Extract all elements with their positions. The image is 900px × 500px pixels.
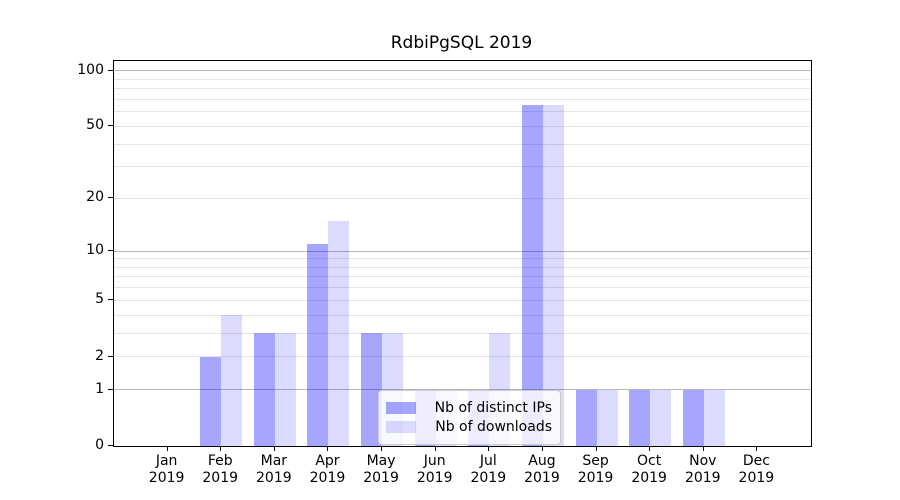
gridline-y-60 <box>114 111 811 113</box>
bar-downloads-oct <box>650 389 672 446</box>
x-axis-tick <box>488 446 490 451</box>
y-axis-tick <box>108 250 113 252</box>
y-axis-tick <box>108 69 113 71</box>
x-axis-tick-label-nov: Nov 2019 <box>684 453 721 486</box>
legend-entry-distinct-ips: Nb of distinct IPs <box>386 399 552 416</box>
gridline-y-5 <box>114 299 811 301</box>
bar-distinct-ips-oct <box>629 389 651 446</box>
gridline-y-70 <box>114 98 811 100</box>
y-axis-tick <box>108 388 113 390</box>
gridline-y-9 <box>114 258 811 260</box>
x-axis-tick-label-apr: Apr 2019 <box>309 453 346 486</box>
bar-downloads-feb <box>221 315 243 446</box>
bar-distinct-ips-mar <box>253 333 275 446</box>
gridline-y-7 <box>114 276 811 278</box>
y-axis-tick <box>108 355 113 357</box>
x-axis-tick-label-jul: Jul 2019 <box>470 453 507 486</box>
y-axis-tick-label: 0 <box>95 437 104 453</box>
x-axis-tick-label-aug: Aug 2019 <box>524 453 560 486</box>
bar-downloads-aug <box>542 105 564 446</box>
gridline-y-50 <box>114 125 811 127</box>
y-axis-tick <box>108 445 113 446</box>
bar-distinct-ips-aug <box>521 105 543 446</box>
x-axis-tick <box>434 446 436 451</box>
x-axis-tick-label-jun: Jun 2019 <box>416 453 453 486</box>
gridline-y-80 <box>114 88 811 90</box>
y-axis-tick-label: 20 <box>86 189 104 206</box>
x-axis-tick-label-may: May 2019 <box>363 453 399 486</box>
y-axis-tick <box>108 125 113 127</box>
x-axis-tick <box>327 446 329 451</box>
bar-distinct-ips-may <box>361 333 383 446</box>
x-axis-tick-label-sep: Sep 2019 <box>577 453 614 486</box>
y-axis-tick-label: 5 <box>95 291 104 308</box>
y-axis-tick-label: 50 <box>86 117 104 134</box>
y-axis-tick-label: 10 <box>86 242 104 259</box>
bar-downloads-mar <box>274 333 296 446</box>
legend-swatch-downloads-icon <box>386 420 416 433</box>
legend: Nb of distinct IPs Nb of downloads <box>378 390 561 445</box>
x-axis-tick-label-oct: Oct 2019 <box>631 453 667 486</box>
legend-label-downloads: Nb of downloads <box>435 418 552 435</box>
x-axis-tick <box>220 446 222 451</box>
y-axis-tick <box>108 197 113 199</box>
legend-entry-downloads: Nb of downloads <box>386 418 552 435</box>
y-axis-tick-label: 1 <box>95 380 104 397</box>
y-axis-tick-label: 2 <box>95 347 104 364</box>
bar-downloads-sep <box>596 389 618 446</box>
x-axis-tick <box>702 446 704 451</box>
plot-area <box>113 60 812 447</box>
bar-distinct-ips-nov <box>682 389 704 446</box>
x-axis-tick <box>381 446 383 451</box>
x-axis-tick <box>273 446 275 451</box>
gridline-y-4 <box>114 314 811 316</box>
legend-label-distinct-ips: Nb of distinct IPs <box>434 399 552 416</box>
x-axis-tick <box>756 446 758 451</box>
gridline-y-2 <box>114 356 811 358</box>
gridline-y-3 <box>114 332 811 334</box>
x-axis-tick-label-mar: Mar 2019 <box>256 453 292 486</box>
bar-distinct-ips-apr <box>307 243 329 446</box>
bar-distinct-ips-sep <box>575 389 597 446</box>
gridline-y-30 <box>114 166 811 168</box>
bar-downloads-apr <box>328 220 350 446</box>
gridline-y-8 <box>114 266 811 268</box>
x-axis-tick <box>166 446 168 451</box>
gridline-y-10 <box>114 250 811 252</box>
x-axis-tick-label-feb: Feb 2019 <box>202 453 239 486</box>
gridline-y-100 <box>114 70 811 72</box>
y-axis-tick-label: 100 <box>77 61 104 78</box>
x-axis-tick <box>595 446 597 451</box>
y-axis-tick <box>108 299 113 301</box>
gridline-y-90 <box>114 78 811 80</box>
gridline-y-6 <box>114 287 811 289</box>
gridline-y-1 <box>114 389 811 391</box>
x-axis-tick-label-dec: Dec 2019 <box>738 453 775 486</box>
bar-downloads-nov <box>703 389 725 446</box>
legend-swatch-distinct-ips-icon <box>386 401 416 414</box>
x-axis-tick-label-jan: Jan 2019 <box>148 453 185 486</box>
gridline-y-20 <box>114 197 811 199</box>
gridline-y-40 <box>114 143 811 145</box>
x-axis-tick <box>649 446 651 451</box>
chart-title: RdbiPgSQL 2019 <box>390 33 533 53</box>
bar-distinct-ips-feb <box>200 356 222 446</box>
x-axis-tick <box>541 446 543 451</box>
